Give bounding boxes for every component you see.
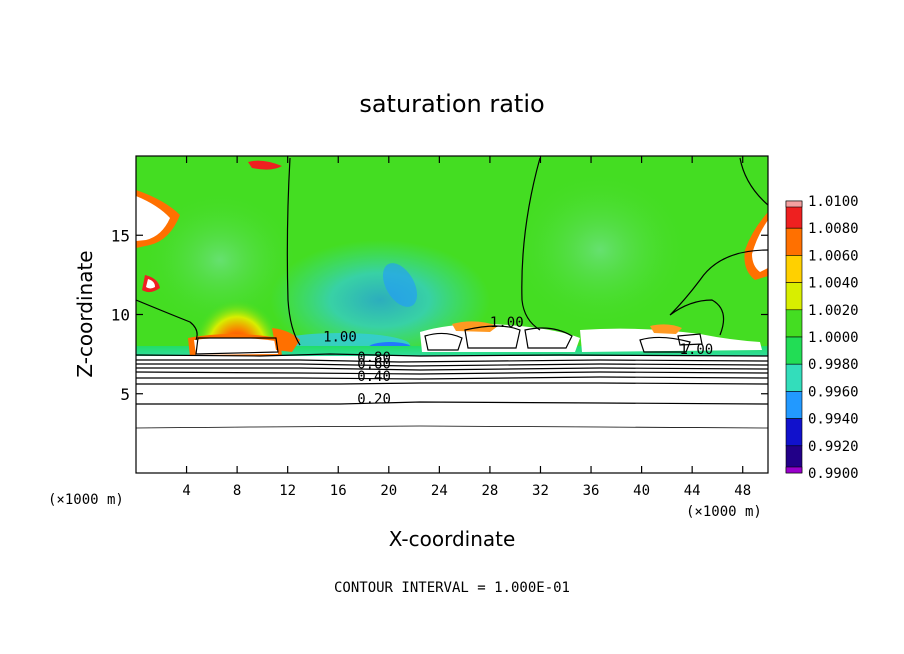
x-tick-label: 24	[431, 483, 448, 499]
x-tick-label: 40	[633, 483, 650, 499]
y-axis: 5 10 15	[111, 226, 768, 404]
contour-lines	[136, 157, 768, 429]
x-unit-left: (×1000 m)	[48, 492, 124, 508]
colorbar: 1.0100 1.0080 1.0060 1.0040 1.0020 1.0000 0.99…	[785, 194, 859, 482]
contour-interval-note: CONTOUR INTERVAL = 1.000E-01	[334, 580, 570, 596]
colorbar-label: 0.9960	[808, 384, 859, 400]
x-tick-label: 48	[734, 483, 751, 499]
x-tick-label: 32	[532, 483, 549, 499]
colorbar-swatch	[785, 336, 803, 365]
contour-labels: 1.000.800.600.400.201.001.00	[323, 315, 714, 407]
contour-label: 0.40	[357, 369, 391, 385]
colorbar-label: 1.0080	[808, 221, 859, 237]
y-tick-label: 15	[111, 226, 130, 245]
colorbar-swatch	[785, 418, 803, 447]
colorbar-swatch	[785, 227, 803, 256]
colorbar-label: 1.0060	[808, 248, 859, 264]
x-tick-label: 28	[481, 483, 498, 499]
y-tick-label: 10	[111, 306, 130, 325]
colorbar-swatch	[785, 391, 803, 419]
contour-label: 0.60	[357, 356, 391, 372]
contour-label: 1.00	[680, 342, 714, 358]
colorbar-swatch	[785, 466, 803, 474]
colorbar-label: 1.0020	[808, 303, 859, 319]
contour-label: 1.00	[490, 315, 524, 331]
x-unit-right: (×1000 m)	[686, 504, 762, 520]
x-tick-label: 12	[279, 483, 296, 499]
colorbar-label: 1.0100	[808, 194, 859, 210]
y-tick-label: 5	[120, 385, 130, 404]
contour-label: 0.80	[357, 350, 391, 366]
x-axis: 4 8 12 16 20 24 28 32 36 40 44 48	[182, 156, 751, 499]
colorbar-label: 0.9980	[808, 357, 859, 373]
x-tick-label: 4	[182, 483, 190, 499]
x-tick-label: 16	[330, 483, 347, 499]
colorbar-label: 1.0000	[808, 330, 859, 346]
colorbar-label: 0.9920	[808, 439, 859, 455]
y-axis-label: Z-coordinate	[73, 250, 97, 377]
colorbar-label: 0.9900	[808, 466, 859, 482]
heatmap-field	[136, 156, 768, 473]
x-tick-label: 20	[380, 483, 397, 499]
colorbar-swatch	[785, 200, 803, 208]
contour-label: 0.20	[357, 391, 391, 407]
x-axis-label: X-coordinate	[389, 527, 516, 551]
colorbar-swatch	[785, 282, 803, 311]
x-tick-label: 8	[233, 483, 241, 499]
contour-label: 1.00	[323, 329, 357, 345]
x-tick-label: 44	[684, 483, 701, 499]
colorbar-label: 1.0040	[808, 276, 859, 292]
chart-title: saturation ratio	[359, 90, 544, 118]
colorbar-swatch	[785, 309, 803, 338]
colorbar-swatch	[785, 255, 803, 283]
x-tick-label: 36	[583, 483, 600, 499]
colorbar-label: 0.9940	[808, 412, 859, 428]
colorbar-swatch	[785, 363, 803, 392]
